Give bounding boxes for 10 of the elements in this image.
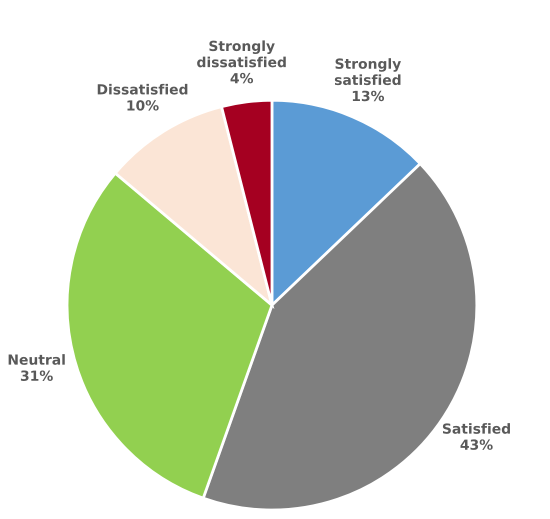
slice-label: Strongly satisfied — [334, 58, 401, 86]
data-label: 13% — [352, 90, 384, 102]
data-label: 43% — [460, 439, 493, 450]
data-label: 31% — [20, 370, 53, 381]
slice-label: Strongly dissatisfied — [197, 40, 286, 68]
slice-label: Dissatisfied — [98, 84, 188, 95]
slice-label: Neutral — [8, 354, 65, 365]
slice-label: Satisfied — [442, 423, 510, 434]
data-label: 4% — [230, 72, 254, 84]
data-label: 10% — [127, 100, 159, 111]
